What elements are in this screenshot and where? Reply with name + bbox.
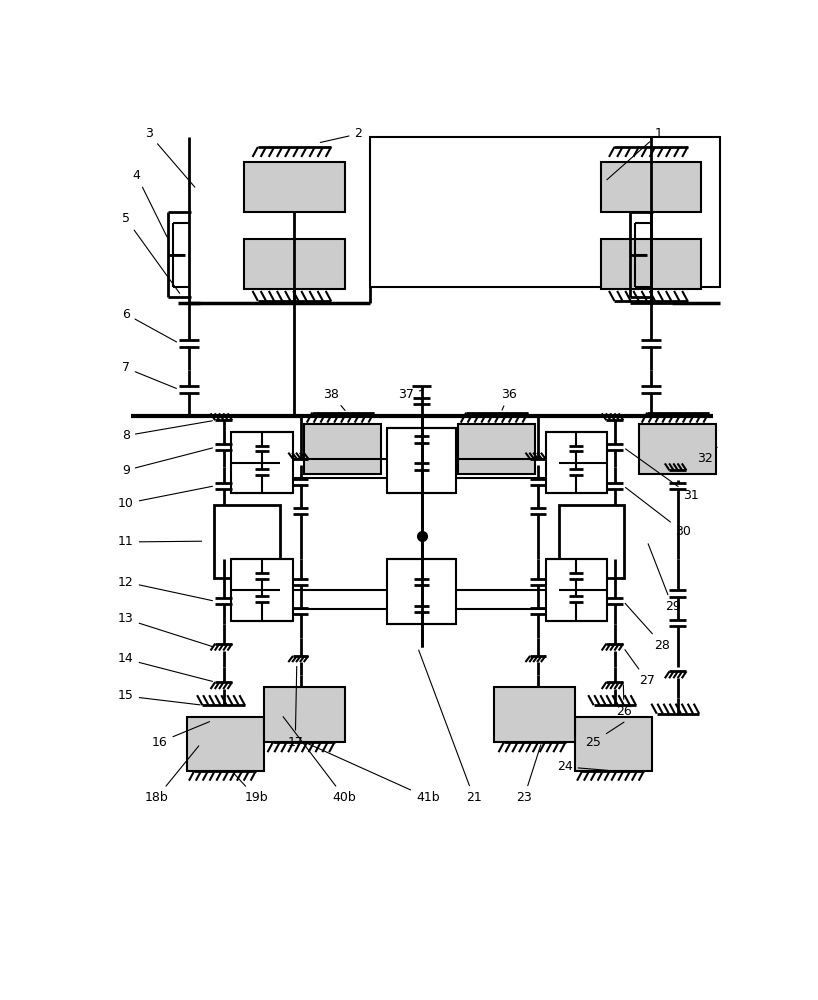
Text: 24: 24 bbox=[557, 760, 609, 773]
Text: 14: 14 bbox=[118, 652, 213, 681]
Text: 21: 21 bbox=[419, 650, 482, 804]
Bar bbox=[245, 239, 344, 289]
Text: 18b: 18b bbox=[145, 746, 199, 804]
Text: 19b: 19b bbox=[233, 773, 267, 804]
Bar bbox=[640, 424, 717, 474]
Text: 40b: 40b bbox=[283, 717, 357, 804]
Bar bbox=[387, 559, 456, 624]
Text: 28: 28 bbox=[625, 603, 671, 652]
Text: 23: 23 bbox=[516, 745, 541, 804]
Text: 32: 32 bbox=[697, 447, 717, 465]
Text: 11: 11 bbox=[118, 535, 201, 548]
Text: 13: 13 bbox=[118, 612, 213, 647]
Text: 27: 27 bbox=[625, 650, 655, 687]
Bar bbox=[231, 432, 293, 493]
Bar bbox=[370, 137, 721, 287]
Text: 41b: 41b bbox=[307, 743, 439, 804]
Text: 25: 25 bbox=[586, 722, 624, 749]
Text: 31: 31 bbox=[626, 449, 699, 502]
Bar bbox=[231, 559, 293, 620]
Bar bbox=[304, 424, 381, 474]
Bar bbox=[245, 162, 344, 212]
Text: 36: 36 bbox=[501, 388, 517, 410]
Text: 15: 15 bbox=[118, 689, 200, 705]
Text: 17: 17 bbox=[287, 666, 303, 749]
Text: 1: 1 bbox=[607, 127, 663, 180]
Bar bbox=[601, 239, 701, 289]
Text: 16: 16 bbox=[152, 722, 209, 749]
Text: 29: 29 bbox=[648, 544, 681, 613]
Text: 30: 30 bbox=[626, 487, 691, 538]
Text: 5: 5 bbox=[122, 212, 180, 293]
Bar bbox=[559, 505, 624, 578]
Bar bbox=[214, 505, 280, 578]
Text: 38: 38 bbox=[323, 388, 345, 410]
Text: 6: 6 bbox=[122, 308, 177, 342]
Text: 3: 3 bbox=[145, 127, 195, 187]
Text: 12: 12 bbox=[118, 576, 213, 601]
Text: 2: 2 bbox=[321, 127, 362, 142]
Bar bbox=[494, 687, 575, 742]
Text: 37: 37 bbox=[398, 388, 423, 401]
Text: 8: 8 bbox=[122, 421, 213, 442]
Text: 9: 9 bbox=[122, 448, 213, 477]
Bar bbox=[575, 717, 652, 771]
Bar bbox=[387, 428, 456, 493]
Text: 10: 10 bbox=[118, 486, 213, 510]
Text: 7: 7 bbox=[122, 361, 177, 388]
Bar bbox=[459, 424, 536, 474]
Text: 26: 26 bbox=[616, 685, 632, 718]
Text: 4: 4 bbox=[133, 169, 167, 237]
Bar bbox=[601, 162, 701, 212]
Bar bbox=[263, 687, 344, 742]
Bar bbox=[546, 432, 607, 493]
Bar bbox=[546, 559, 607, 620]
Bar bbox=[187, 717, 263, 771]
